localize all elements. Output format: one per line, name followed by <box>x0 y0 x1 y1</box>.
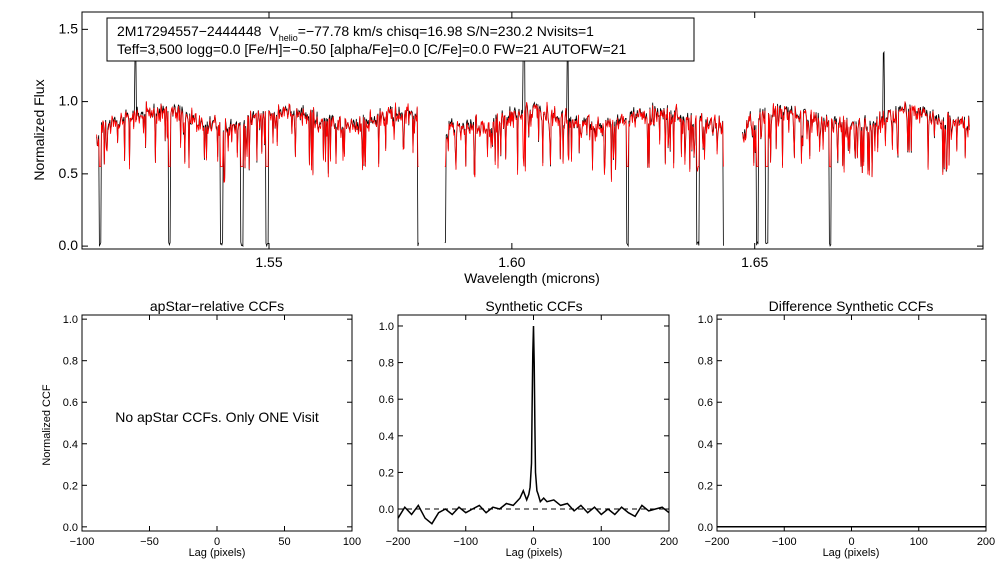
info-line-1-rest: =−77.78 km/s chisq=16.98 S/N=230.2 Nvisi… <box>298 23 594 39</box>
apstar-ccf-xtick-label: 50 <box>278 536 290 548</box>
info-line-2: Teff=3,500 logg=0.0 [Fe/H]=−0.50 [alpha/… <box>117 41 626 57</box>
star-id: 2M17294557−2444448 <box>117 23 262 39</box>
difference-ccf-title: Difference Synthetic CCFs <box>769 298 934 314</box>
difference-ccf-ytick-label: 0.2 <box>698 480 713 492</box>
spectrum-ytick-label: 0.5 <box>59 165 79 181</box>
difference-ccf-ytick-label: 0.4 <box>698 439 713 451</box>
spectrum-axes-frame <box>81 11 984 250</box>
apstar-ccf-xtick-label: 100 <box>343 536 361 548</box>
synthetic-ccf-panel: Synthetic CCFs −200 −100 0 100 200 0.0 0.2 0.4 0… <box>379 298 678 559</box>
spectrum-ytick-label: 1.0 <box>59 93 79 109</box>
spectrum-ticks: 1.55 1.60 1.65 0.0 0.5 1.0 1.5 <box>59 12 983 270</box>
synthetic-ccf-ytick-label: 0.6 <box>379 394 394 406</box>
synthetic-ccf-line <box>397 325 670 525</box>
synthetic-ccf-xtick-label: −100 <box>453 536 478 548</box>
difference-ccf-ytick-label: 0.6 <box>698 397 713 409</box>
synthetic-ccf-xtick-label: 200 <box>660 536 678 548</box>
apstar-ccf-ytick-label: 1.0 <box>63 314 78 326</box>
apstar-ccf-note: No apStar CCFs. Only ONE Visit <box>115 409 319 425</box>
difference-ccf-ytick-label: 0.0 <box>698 522 713 534</box>
difference-ccf-xtick-label: 100 <box>910 536 928 548</box>
apstar-ccf-ytick-label: 0.0 <box>63 522 78 534</box>
spectrum-info-box: 2M17294557−2444448 Vhelio=−77.78 km/s chi… <box>106 17 695 62</box>
synthetic-ccf-plot-area <box>397 325 670 525</box>
apstar-ccf-xtick-label: −50 <box>140 536 159 548</box>
synthetic-ccf-ytick-label: 0.8 <box>379 358 394 370</box>
difference-ccf-ytick-label: 1.0 <box>698 314 713 326</box>
spectrum-ytick-label: 1.5 <box>59 20 79 36</box>
spectrum-xtick-label: 1.60 <box>498 254 525 270</box>
synthetic-ccf-xlabel: Lag (pixels) <box>506 547 563 559</box>
synthetic-ccf-ytick-label: 0.0 <box>379 504 394 516</box>
apstar-ccf-ticks: −100 −50 0 50 100 0.0 0.2 0.4 0.6 0.8 1.0 <box>63 314 361 548</box>
spectrum-ytick-label: 0.0 <box>59 237 79 253</box>
synthetic-ccf-ticks: −200 −100 0 100 200 0.0 0.2 0.4 0.6 0.8 1.0 <box>379 315 678 548</box>
synthetic-ccf-xtick-label: 0 <box>530 536 536 548</box>
model-spectrum-line <box>96 101 419 183</box>
difference-ccf-xtick-label: −200 <box>705 536 730 548</box>
apstar-ccf-ylabel: Normalized CCF <box>41 384 53 466</box>
difference-ccf-ticks: −200 −100 0 100 200 0.0 0.2 0.4 0.6 0.8 1.0 <box>698 314 995 548</box>
spectrum-xtick-label: 1.65 <box>741 254 768 270</box>
synthetic-ccf-title: Synthetic CCFs <box>485 298 582 314</box>
spectrum-plot-area <box>96 40 970 248</box>
apstar-ccf-xtick-label: 0 <box>214 536 220 548</box>
info-line-1: 2M17294557−2444448 Vhelio=−77.78 km/s chi… <box>117 23 594 43</box>
difference-ccf-xtick-label: −100 <box>772 536 797 548</box>
spectrum-xlabel: Wavelength (microns) <box>464 270 600 286</box>
synthetic-ccf-xtick-label: 100 <box>592 536 610 548</box>
difference-ccf-xlabel: Lag (pixels) <box>823 547 880 559</box>
apstar-ccf-xlabel: Lag (pixels) <box>189 547 246 559</box>
spectrum-ylabel: Normalized Flux <box>31 79 47 180</box>
model-spectrum-line <box>742 101 970 178</box>
apstar-ccf-panel: apStar−relative CCFs −100 −50 0 50 100 0.0 0.2… <box>41 298 361 559</box>
model-spectrum-line <box>444 101 724 182</box>
synthetic-ccf-ytick-label: 1.0 <box>379 321 394 333</box>
spectrum-xtick-label: 1.55 <box>255 254 282 270</box>
apstar-ccf-ytick-label: 0.4 <box>63 439 78 451</box>
synthetic-ccf-ytick-label: 0.4 <box>379 431 394 443</box>
difference-ccf-xtick-label: 0 <box>848 536 854 548</box>
difference-ccf-xtick-label: 200 <box>977 536 995 548</box>
difference-ccf-panel: Difference Synthetic CCFs −200 −100 0 100 20… <box>698 298 995 559</box>
spectrum-panel: 1.55 1.60 1.65 0.0 0.5 1.0 1.5 Wavelength (mic… <box>31 11 984 286</box>
synthetic-ccf-xtick-label: −200 <box>386 536 411 548</box>
synthetic-ccf-ytick-label: 0.2 <box>379 467 394 479</box>
observed-spectrum-line <box>742 50 970 247</box>
v-symbol: V <box>269 23 279 39</box>
apstar-ccf-title: apStar−relative CCFs <box>150 298 284 314</box>
info-box-frame <box>106 17 695 62</box>
apstar-ccf-ytick-label: 0.6 <box>63 397 78 409</box>
apstar-ccf-ytick-label: 0.8 <box>63 356 78 368</box>
difference-ccf-ytick-label: 0.8 <box>698 356 713 368</box>
apstar-ccf-ytick-label: 0.2 <box>63 480 78 492</box>
helio-subscript: helio <box>279 33 298 43</box>
apstar-ccf-xtick-label: −100 <box>70 536 95 548</box>
